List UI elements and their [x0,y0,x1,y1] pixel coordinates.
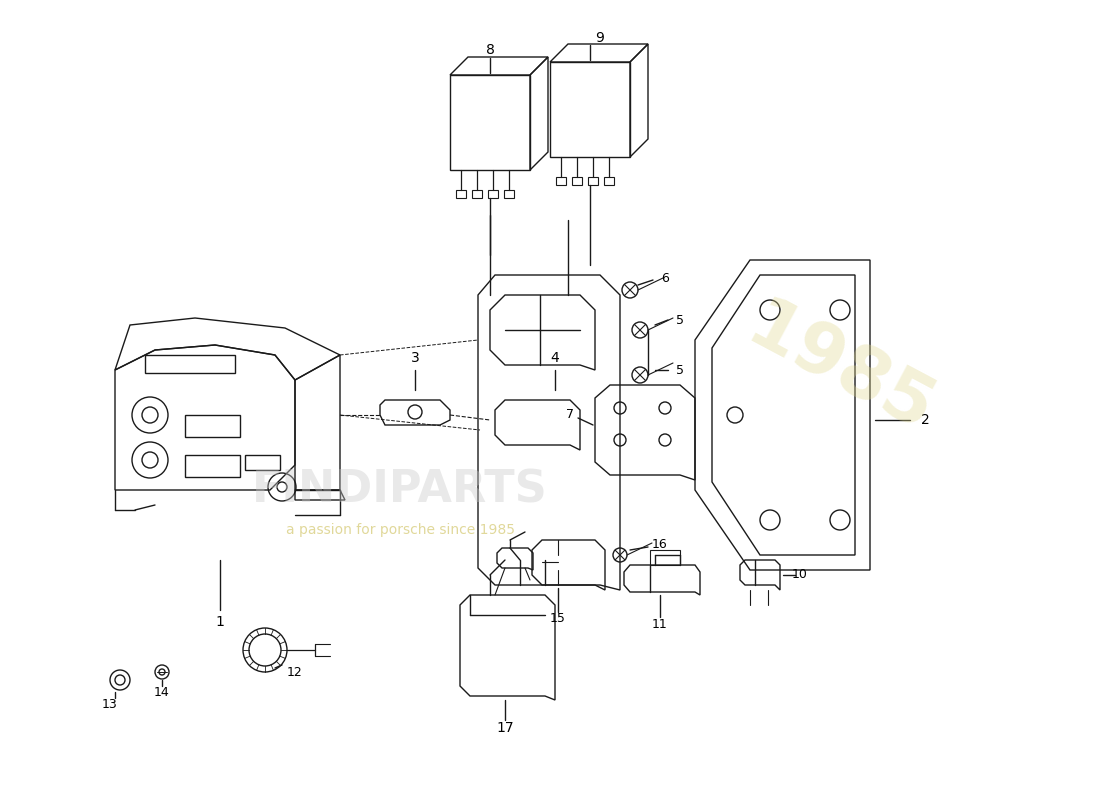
Bar [572,177,582,185]
Bar [588,177,598,185]
Bar [145,355,235,373]
Text: 7: 7 [566,409,574,422]
Text: 5: 5 [676,314,684,326]
Bar [650,550,680,565]
Text: 9: 9 [595,31,604,45]
Bar [185,455,240,477]
Text: 8: 8 [485,43,494,57]
Text: 17: 17 [496,721,514,735]
Bar [604,177,614,185]
Text: 12: 12 [287,666,303,678]
Bar [557,177,566,185]
Text: FINDIPARTS: FINDIPARTS [252,469,548,511]
Bar [245,455,280,470]
Bar [504,190,514,198]
Text: 13: 13 [102,698,118,711]
Bar [488,190,498,198]
Text: 14: 14 [154,686,169,698]
Text: 4: 4 [551,351,560,365]
Text: 16: 16 [652,538,668,551]
Text: 1: 1 [216,615,224,629]
Text: 2: 2 [921,413,929,427]
Bar [456,190,466,198]
Text: 11: 11 [652,618,668,631]
Text: 3: 3 [410,351,419,365]
Bar [472,190,482,198]
Text: a passion for porsche since 1985: a passion for porsche since 1985 [286,523,515,537]
Text: 1985: 1985 [735,292,945,448]
Bar [550,62,630,157]
Bar [185,415,240,437]
Text: 10: 10 [792,569,807,582]
Bar [450,75,530,170]
Text: 15: 15 [550,611,565,625]
Text: 5: 5 [676,363,684,377]
Text: 6: 6 [661,271,669,285]
